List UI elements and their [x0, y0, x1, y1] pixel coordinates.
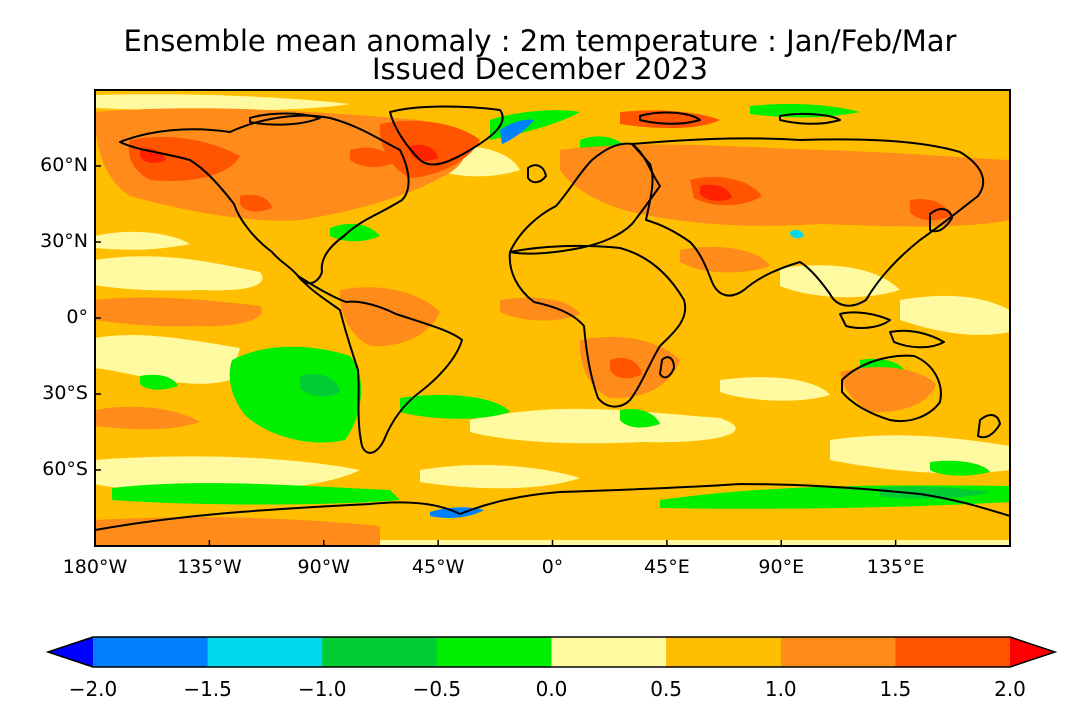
lat-tick-label: 60°S: [42, 458, 88, 480]
lat-tick-label: 60°N: [40, 154, 88, 176]
map-plot-area: [95, 90, 1010, 546]
colorbar-outline: [45, 636, 1058, 668]
lon-tick-label: 90°E: [758, 556, 805, 578]
lon-tick-label: 45°W: [411, 556, 465, 578]
colorbar-tick-label: −0.5: [412, 677, 462, 701]
lat-tick-label: 30°N: [40, 230, 88, 252]
colorbar: [45, 636, 1058, 668]
lon-tick-label: 0°: [541, 556, 564, 578]
colorbar-bin: [322, 637, 438, 667]
anomaly-zone-1-1.5: [95, 108, 1010, 546]
colorbar-tick-label: 2.0: [994, 677, 1026, 701]
lat-tick-label: 30°S: [42, 382, 88, 404]
colorbar-bin: [895, 637, 1011, 667]
colorbar-tick-label: −1.5: [183, 677, 232, 701]
colorbar-bin: [551, 637, 667, 667]
anomaly-zone-0-0.5: [95, 94, 1010, 546]
colorbar-extend-high: [1010, 637, 1055, 667]
coastlines: [95, 105, 1010, 531]
colorbar-bin: [666, 637, 782, 667]
colorbar-bin: [436, 637, 552, 667]
colorbar-tick-label: 1.0: [764, 677, 797, 701]
lon-tick-label: 45°E: [644, 556, 690, 578]
colorbar-tick-label: −2.0: [68, 677, 118, 701]
lon-tick-label: 135°E: [866, 556, 925, 578]
colorbar-tick-label: 1.5: [879, 677, 912, 701]
axis-ticks: [94, 165, 897, 546]
chart-title: Ensemble mean anomaly : 2m temperature :…: [123, 24, 957, 58]
colorbar-bin: [207, 637, 323, 667]
colorbar-tick-label: 0.0: [535, 677, 568, 701]
lon-tick-label: 90°W: [297, 556, 350, 578]
lon-tick-label: 135°W: [177, 556, 242, 578]
colorbar-bin: [93, 637, 209, 667]
colorbar-tick-label: 0.5: [650, 677, 683, 701]
colorbar-extend-low: [48, 637, 93, 667]
colorbar-bin: [780, 637, 896, 667]
lat-tick-label: 0°: [66, 306, 88, 328]
colorbar-tick-label: −1.0: [297, 677, 347, 701]
chart-subtitle: Issued December 2023: [371, 52, 709, 86]
lon-tick-label: 180°W: [62, 556, 128, 578]
